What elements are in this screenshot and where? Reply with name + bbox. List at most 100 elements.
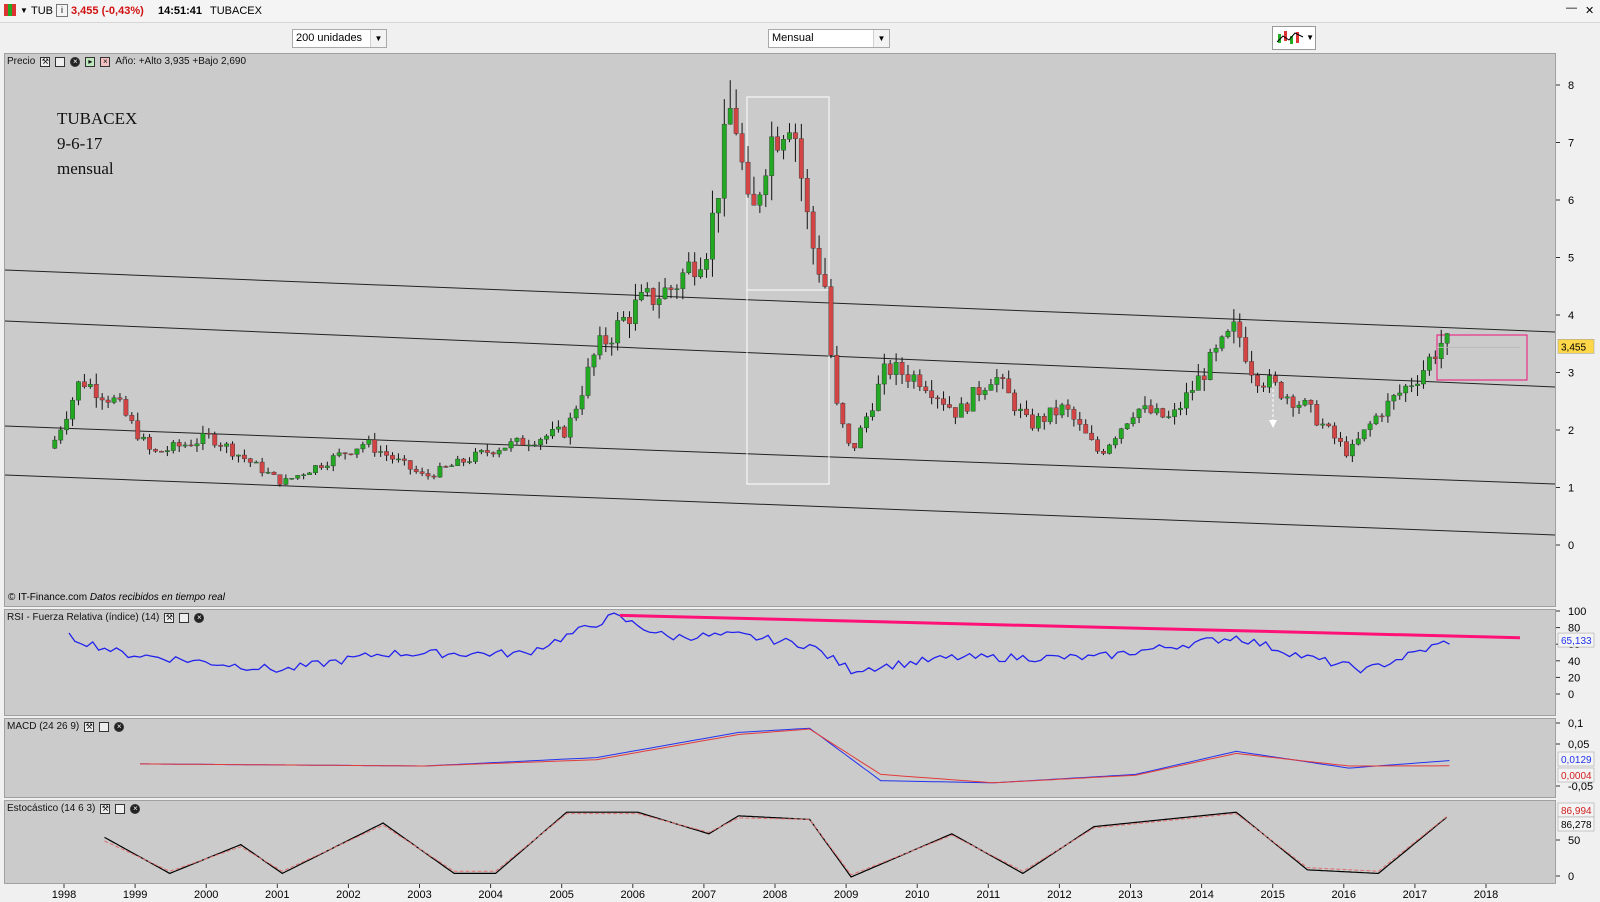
candle-body bbox=[947, 404, 952, 408]
candle-body bbox=[727, 108, 733, 125]
candle-body bbox=[289, 477, 295, 480]
candle-body bbox=[633, 299, 638, 324]
candle-body bbox=[1166, 416, 1172, 418]
signal-value-tag-bg bbox=[1557, 767, 1595, 783]
candle-body bbox=[781, 139, 786, 151]
candle-body bbox=[644, 288, 650, 293]
candle-body bbox=[1314, 404, 1320, 426]
candle-body bbox=[763, 175, 769, 196]
candle-body bbox=[1261, 385, 1266, 388]
candle-body bbox=[905, 374, 911, 382]
candle-body bbox=[656, 298, 662, 305]
candle-body bbox=[176, 442, 182, 447]
chevron-down-icon[interactable]: ▼ bbox=[370, 30, 386, 47]
wrench-icon[interactable]: ⚒ bbox=[84, 721, 95, 732]
stoch-tick-label: 0 bbox=[1568, 871, 1574, 883]
candle-body bbox=[271, 471, 277, 475]
candle-body bbox=[1059, 404, 1065, 416]
stoch-chart bbox=[104, 811, 1447, 878]
rsi-line bbox=[68, 612, 1450, 675]
candle-body bbox=[1409, 385, 1415, 387]
candle-body bbox=[1432, 356, 1438, 359]
candle-body bbox=[1172, 409, 1178, 417]
candle-body bbox=[182, 444, 188, 447]
candle-body bbox=[1184, 392, 1189, 409]
wrench-icon[interactable]: ⚒ bbox=[164, 612, 175, 623]
candle-body bbox=[798, 138, 804, 179]
stoch-d-line bbox=[104, 813, 1447, 876]
candle-body bbox=[1308, 400, 1314, 405]
candle-body bbox=[467, 461, 472, 463]
delete-icon[interactable]: × bbox=[100, 56, 111, 67]
chart-type-button[interactable]: ▼ bbox=[1272, 26, 1316, 50]
signal-line bbox=[140, 728, 1450, 784]
macd-chart bbox=[140, 727, 1450, 784]
rsi-value-tag-bg bbox=[1557, 632, 1595, 648]
candle-body bbox=[1101, 451, 1106, 454]
year-label: 2014 bbox=[1189, 889, 1213, 901]
candle-body bbox=[1225, 331, 1231, 338]
candle-body bbox=[360, 444, 366, 450]
candle-body bbox=[396, 458, 401, 461]
info-icon[interactable]: i bbox=[56, 4, 68, 17]
close-icon[interactable]: × bbox=[70, 56, 81, 67]
candle-body bbox=[1207, 352, 1213, 380]
highlight-box-recent bbox=[1436, 334, 1528, 381]
candle-body bbox=[1006, 378, 1012, 394]
macd-header: MACD (24 26 9) ⚒ × bbox=[7, 721, 125, 732]
window-icon[interactable] bbox=[99, 721, 110, 732]
candle-body bbox=[532, 444, 538, 447]
candle-body bbox=[917, 374, 923, 387]
close-icon[interactable]: × bbox=[130, 803, 141, 814]
year-label: 2006 bbox=[621, 889, 645, 901]
candle-body bbox=[609, 342, 615, 345]
year-label: 2011 bbox=[976, 889, 1000, 901]
candle-body bbox=[141, 436, 147, 440]
symbol-label: TUB bbox=[31, 5, 53, 17]
chart-icon[interactable] bbox=[4, 4, 16, 16]
rsi-tick-label: 20 bbox=[1568, 672, 1580, 684]
candle-body bbox=[1136, 408, 1142, 418]
macd-header-label: MACD (24 26 9) bbox=[7, 721, 80, 732]
close-button[interactable]: ✕ bbox=[1585, 5, 1595, 17]
candle-body bbox=[390, 455, 395, 460]
candle-body bbox=[715, 198, 721, 214]
dropdown-arrow-icon[interactable]: ▼ bbox=[20, 6, 28, 15]
candle-body bbox=[58, 429, 64, 441]
year-label: 1999 bbox=[123, 889, 147, 901]
candle-body bbox=[751, 193, 757, 206]
macd-tick-label: 0,05 bbox=[1568, 739, 1589, 751]
units-select[interactable]: 200 unidades ▼ bbox=[292, 29, 387, 48]
candle-body bbox=[1278, 382, 1284, 399]
period-select[interactable]: Mensual ▼ bbox=[768, 29, 890, 48]
wrench-icon[interactable]: ⚒ bbox=[100, 803, 111, 814]
candle-body bbox=[378, 451, 384, 453]
minimize-button[interactable]: — bbox=[1566, 2, 1577, 14]
annotation-line-2: 9-6-17 bbox=[57, 134, 103, 153]
export-icon[interactable]: ▸ bbox=[85, 56, 96, 67]
candle-body bbox=[212, 434, 218, 446]
close-icon[interactable]: × bbox=[194, 612, 205, 623]
candle-body bbox=[253, 461, 259, 464]
candle-body bbox=[1267, 375, 1272, 388]
candle-body bbox=[1302, 400, 1308, 406]
chevron-down-icon[interactable]: ▼ bbox=[1306, 33, 1314, 42]
candle-body bbox=[159, 451, 164, 453]
window-icon[interactable] bbox=[179, 612, 190, 623]
candle-body bbox=[194, 443, 200, 447]
year-label: 2007 bbox=[692, 889, 716, 901]
candle-body bbox=[1385, 400, 1391, 417]
candle-body bbox=[621, 317, 626, 321]
window-icon[interactable] bbox=[55, 56, 66, 67]
annotation-text: TUBACEX 9-6-17 mensual bbox=[57, 106, 137, 181]
chevron-down-icon[interactable]: ▼ bbox=[873, 30, 889, 47]
window-icon[interactable] bbox=[115, 803, 126, 814]
rsi-value-tag: 65,133 bbox=[1561, 636, 1592, 647]
wrench-icon[interactable]: ⚒ bbox=[40, 56, 51, 67]
stoch-header: Estocástico (14 6 3) ⚒ × bbox=[7, 803, 141, 814]
candle-body bbox=[1255, 375, 1260, 387]
close-icon[interactable]: × bbox=[114, 721, 125, 732]
candle-body bbox=[1426, 356, 1432, 371]
stoch-k-line bbox=[104, 811, 1447, 878]
candle-body bbox=[1118, 428, 1124, 439]
